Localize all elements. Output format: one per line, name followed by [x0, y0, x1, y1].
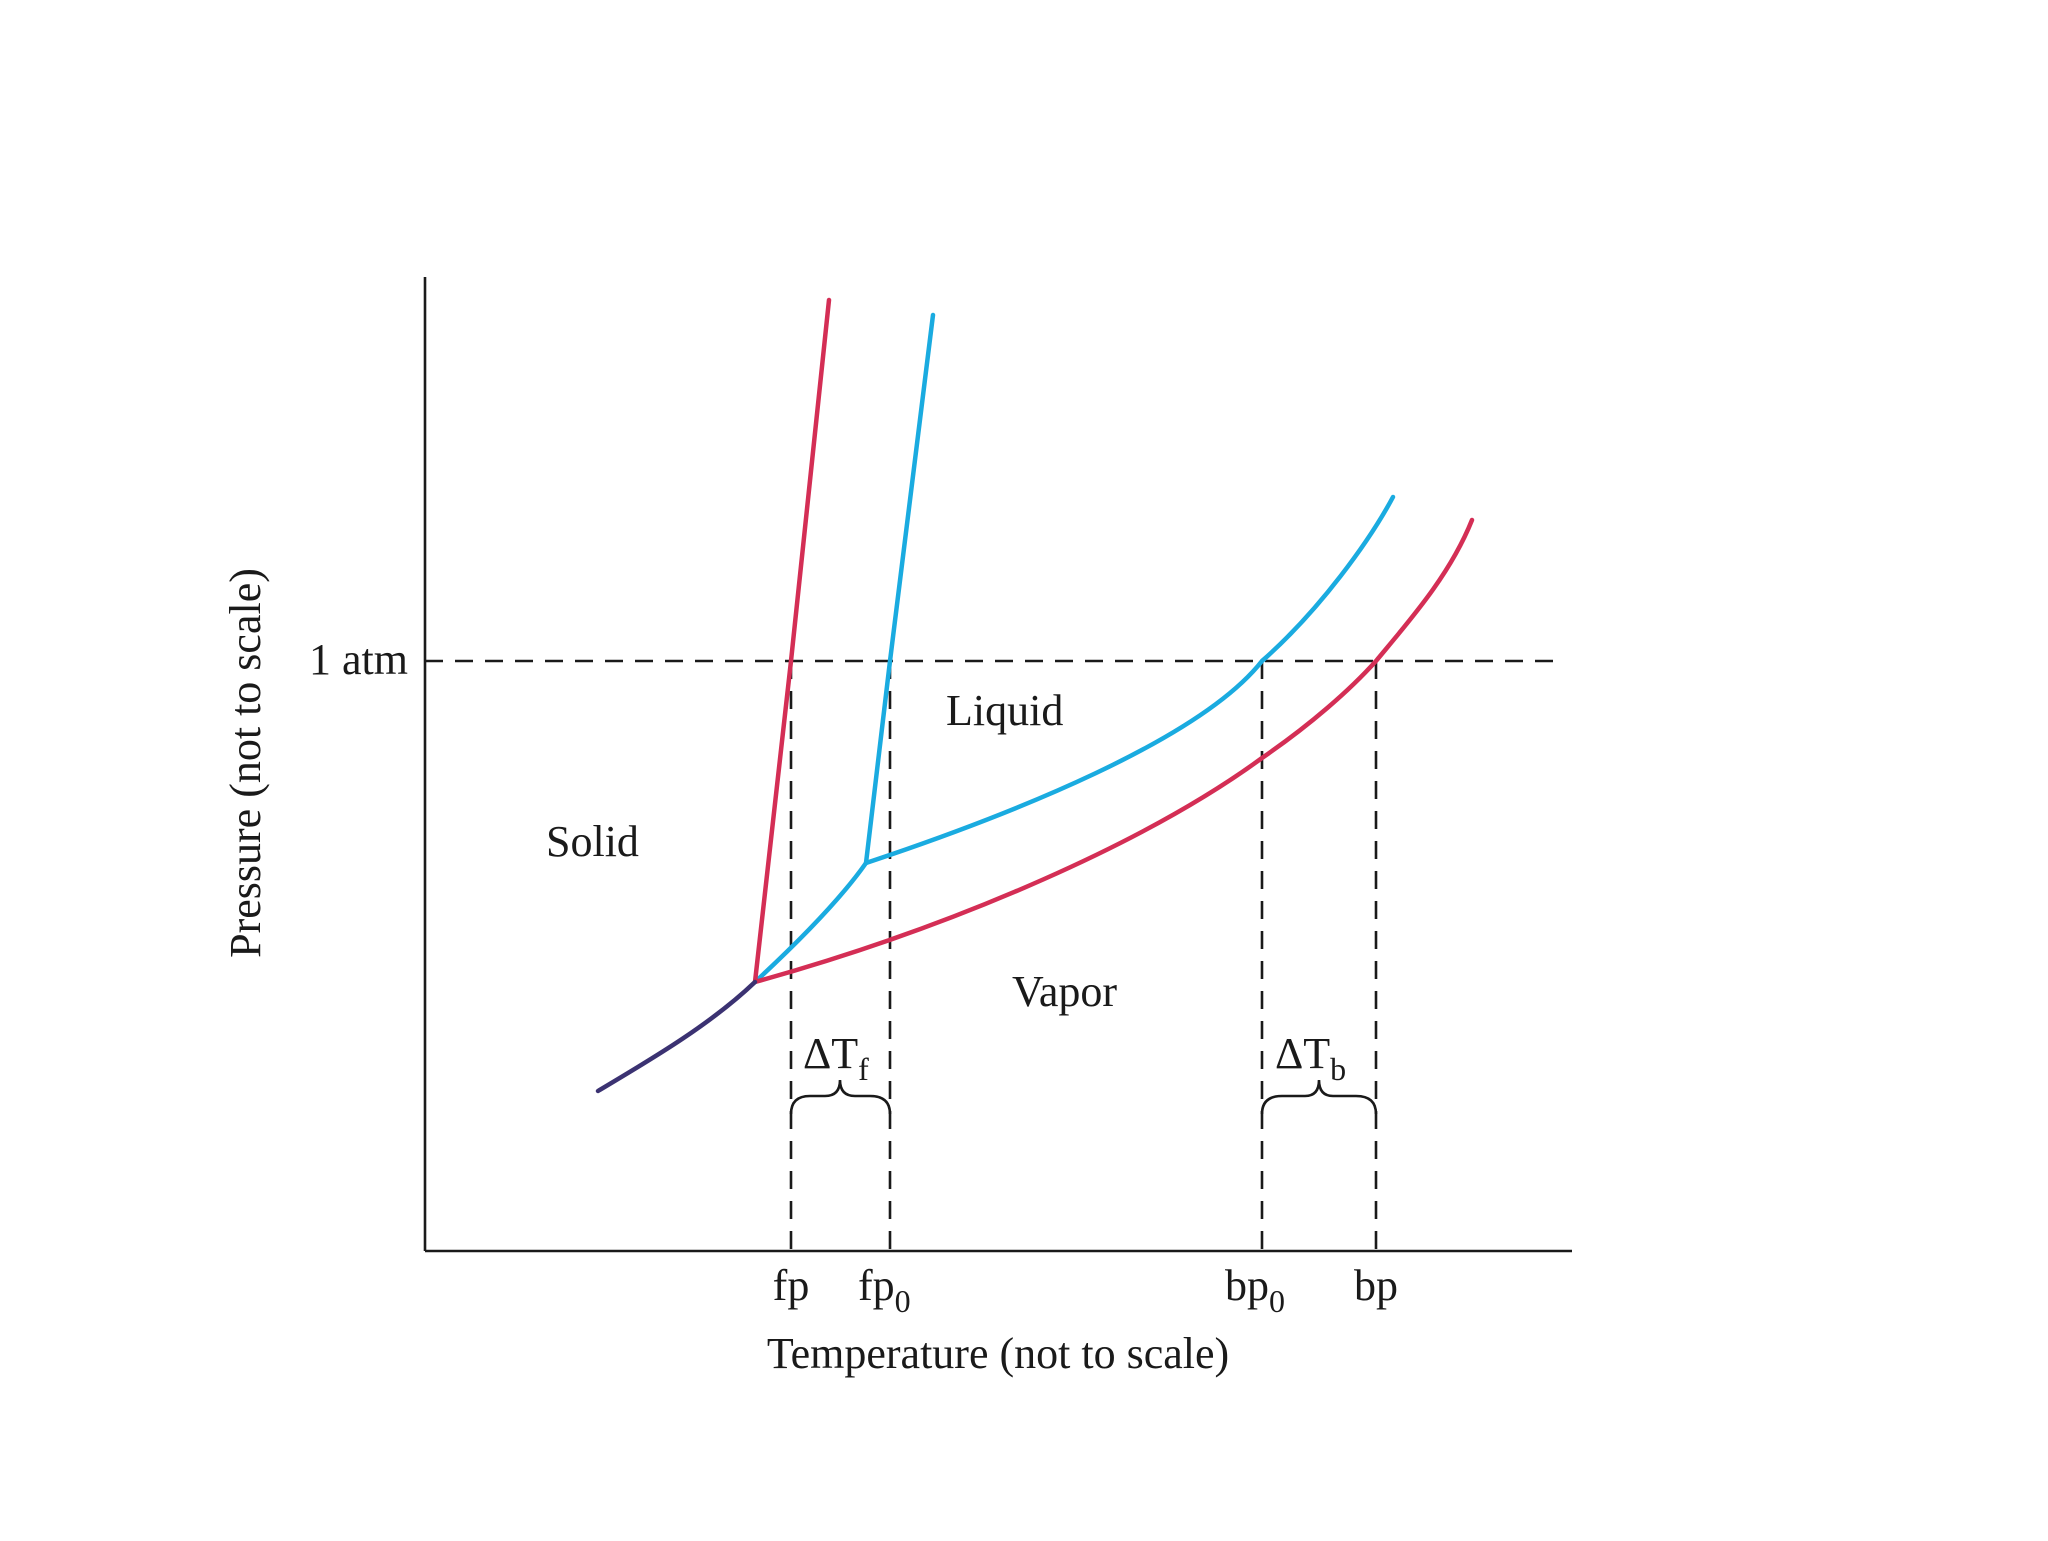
- delta-tb-brace: [1260, 1079, 1378, 1115]
- delta-tb-label: ΔTb: [1275, 1029, 1346, 1087]
- x-axis-title: Temperature (not to scale): [767, 1329, 1229, 1378]
- solid-region-label: Solid: [546, 817, 639, 866]
- pure-solvent-sublimation-extension: [752, 860, 869, 985]
- delta-tf-brace: [789, 1079, 892, 1115]
- bp0-tick-main: bp: [1225, 1261, 1269, 1310]
- bp0-tick-subscript: 0: [1269, 1283, 1285, 1319]
- liquid-region-label: Liquid: [946, 686, 1063, 735]
- vapor-region-label: Vapor: [1012, 967, 1117, 1016]
- pure-solvent-vaporization-curve: [863, 494, 1396, 866]
- solution-vaporization-curve: [752, 517, 1475, 985]
- pure-solvent-melting-curve: [863, 312, 936, 866]
- delta-tb-subscript: b: [1330, 1051, 1346, 1087]
- fp0-tick-label: fp0: [858, 1261, 911, 1319]
- sublimation-curve: [595, 979, 758, 1094]
- fp-tick-label: fp: [773, 1261, 810, 1310]
- bp0-tick-label: bp0: [1225, 1261, 1285, 1319]
- solution-melting-curve: [752, 297, 832, 985]
- one-atm-label: 1 atm: [309, 635, 408, 684]
- fp0-tick-main: fp: [858, 1261, 895, 1310]
- y-axis-title: Pressure (not to scale): [221, 568, 270, 958]
- bp-tick-label: bp: [1354, 1261, 1398, 1310]
- delta-tf-symbol: ΔT: [803, 1029, 858, 1078]
- fp0-tick-subscript: 0: [895, 1283, 911, 1319]
- delta-tb-symbol: ΔT: [1275, 1029, 1330, 1078]
- delta-tf-label: ΔTf: [803, 1029, 869, 1087]
- delta-tf-subscript: f: [858, 1051, 869, 1087]
